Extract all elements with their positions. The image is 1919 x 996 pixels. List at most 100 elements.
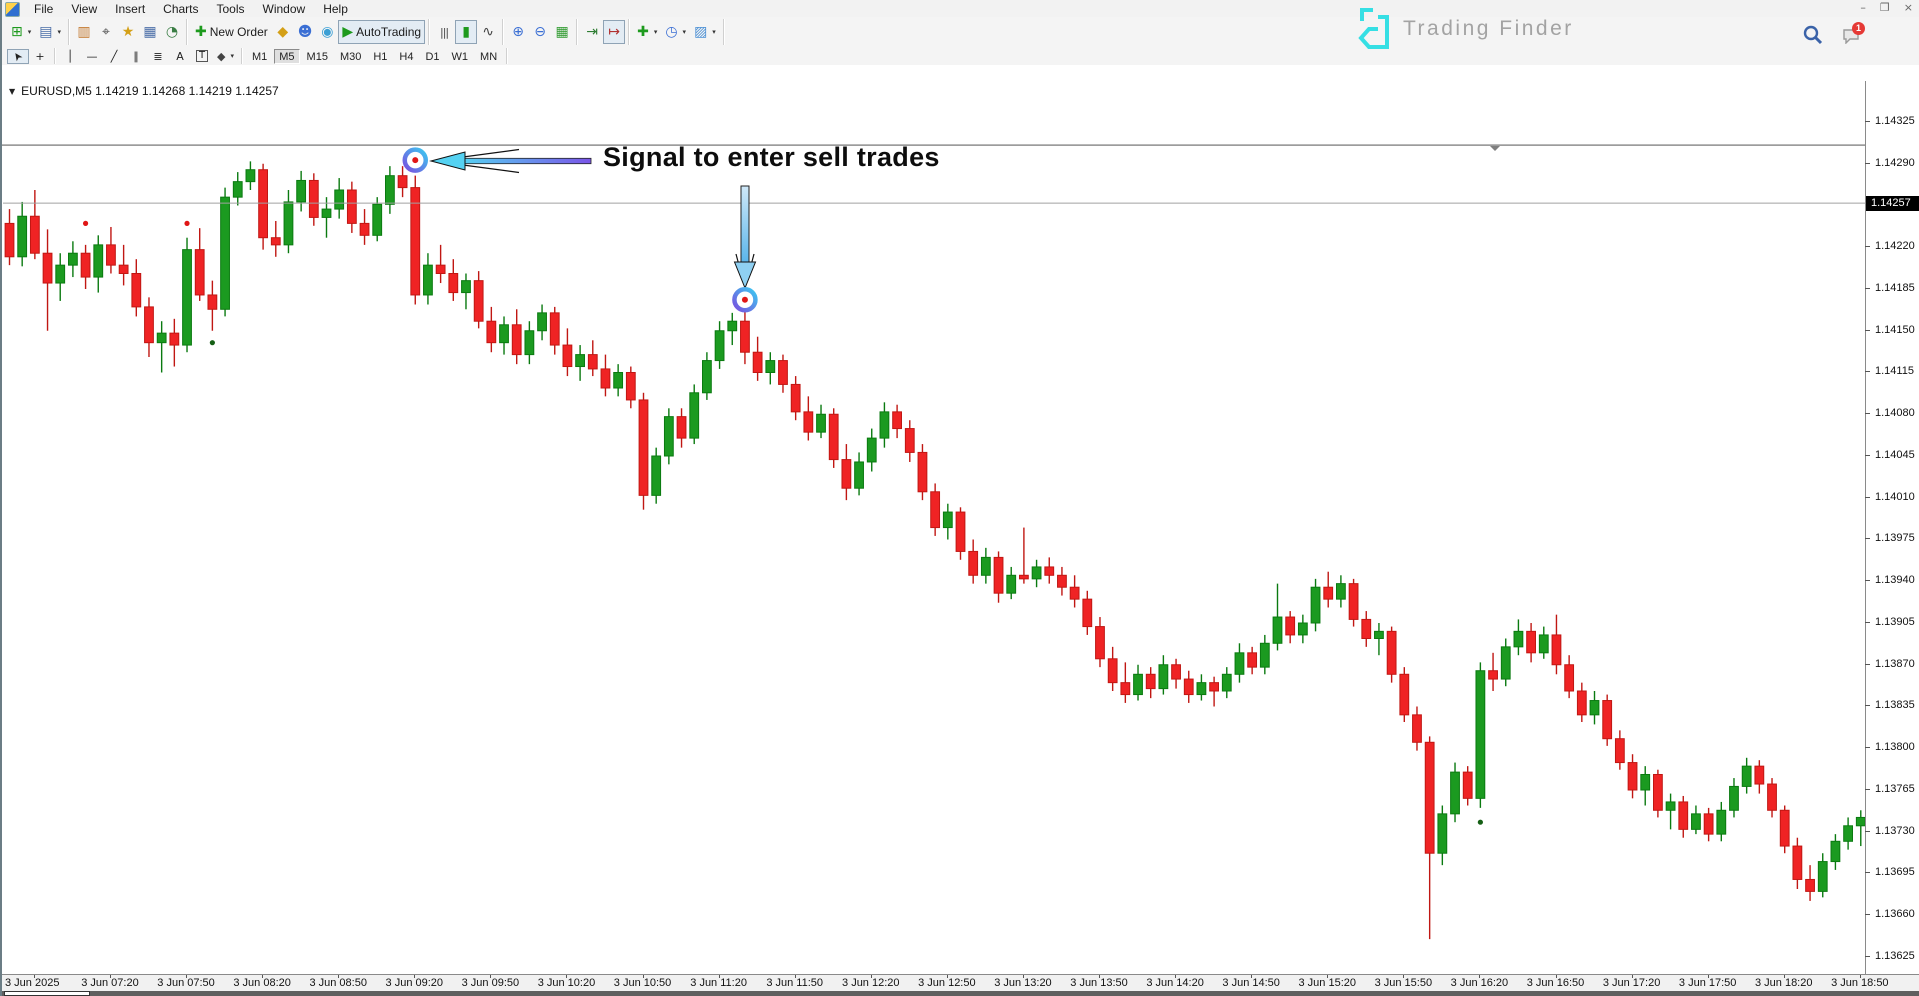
menu-view[interactable]: View bbox=[71, 1, 98, 16]
timeframe-m5[interactable]: M5 bbox=[274, 48, 300, 64]
toolbar-group: ⊕ ⊖ ▦ bbox=[504, 19, 578, 45]
chart-scrollbar-thumb[interactable] bbox=[4, 991, 90, 996]
templates-button[interactable]: ▨ ▾ bbox=[690, 20, 720, 44]
time-label: 3 Jun 12:20 bbox=[842, 977, 900, 989]
templates-icon: ▨ bbox=[694, 24, 708, 40]
price-label: 1.13660 bbox=[1865, 908, 1915, 921]
chart-shift-button[interactable]: ↦ bbox=[603, 20, 626, 44]
timeframe-m30[interactable]: M30 bbox=[335, 49, 366, 64]
toolbar-group: ▥ ⌖ ★ ▦ ◔ bbox=[70, 19, 187, 45]
indicators-icon: ✚ bbox=[637, 24, 649, 40]
zoom-in-button[interactable]: ⊕ bbox=[507, 20, 529, 44]
time-label: 3 Jun 10:50 bbox=[613, 977, 672, 989]
cursor-button[interactable]: ➤ bbox=[7, 48, 29, 64]
timeframe-h1[interactable]: H1 bbox=[368, 49, 392, 64]
window-splitter[interactable] bbox=[2, 144, 1919, 146]
cursor-icon: ➤ bbox=[10, 48, 26, 64]
time-axis[interactable]: 3 Jun 2025 3 Jun 07:20 3 Jun 07:50 3 Jun 08… bbox=[2, 974, 1919, 992]
time-tick bbox=[1707, 975, 1709, 978]
fibonacci-button[interactable]: ≣ bbox=[147, 49, 169, 64]
time-label: 3 Jun 09:50 bbox=[461, 977, 520, 989]
time-tick bbox=[1555, 975, 1557, 978]
new-chart-button[interactable]: ⊞ ▾ bbox=[7, 20, 35, 44]
terminal-button[interactable]: ▦ bbox=[139, 20, 161, 44]
candlestick-mode-icon: ▮ bbox=[462, 24, 470, 40]
price-label: 1.13905 bbox=[1865, 615, 1915, 628]
time-tick bbox=[1251, 975, 1253, 978]
time-label: 3 Jun 16:50 bbox=[1526, 977, 1585, 989]
time-label: 3 Jun 08:50 bbox=[309, 977, 367, 989]
strategy-tester-button[interactable]: ◔ bbox=[161, 20, 183, 44]
timeframe-m15[interactable]: M15 bbox=[302, 49, 333, 64]
autotrading-button[interactable]: ▶ AutoTrading bbox=[338, 20, 426, 44]
new-order-button[interactable]: ✚ New Order bbox=[191, 20, 272, 44]
mql5-community-button[interactable]: ☻ bbox=[294, 20, 317, 44]
candlestick-chart[interactable] bbox=[3, 81, 1865, 974]
line-chart-mode-button[interactable]: ∿ bbox=[477, 20, 499, 44]
annotation-text: Signal to enter sell trades bbox=[603, 142, 940, 172]
time-tick bbox=[1099, 975, 1101, 978]
timeframe-d1[interactable]: D1 bbox=[420, 49, 444, 64]
market-watch-button[interactable]: ▥ bbox=[73, 20, 95, 44]
price-label: 1.13835 bbox=[1865, 699, 1915, 712]
indicators-button[interactable]: ✚ ▾ bbox=[633, 20, 661, 44]
restore-button[interactable]: ❐ bbox=[1879, 1, 1890, 14]
trendline-button[interactable]: ╱ bbox=[103, 49, 125, 64]
toolbar-group: ⇥ ↦ bbox=[578, 19, 630, 45]
menu-help[interactable]: Help bbox=[323, 1, 348, 16]
horizontal-line-button[interactable]: — bbox=[81, 49, 103, 64]
new-order-icon: ✚ bbox=[195, 24, 207, 40]
periods-button[interactable]: ◷ ▾ bbox=[661, 20, 690, 44]
text-label-button[interactable]: T bbox=[191, 49, 213, 64]
navigator-button[interactable]: ★ bbox=[117, 20, 139, 44]
app-logo-icon bbox=[5, 1, 20, 17]
chevron-down-icon: ▾ bbox=[712, 28, 716, 36]
equidistant-channel-button[interactable]: ∥ bbox=[125, 49, 147, 64]
tile-windows-button[interactable]: ▦ bbox=[551, 20, 573, 44]
close-button[interactable]: × bbox=[1903, 1, 1913, 14]
time-label: 3 Jun 13:50 bbox=[1070, 977, 1128, 989]
line-chart-mode-icon: ∿ bbox=[482, 24, 494, 40]
menu-file[interactable]: File bbox=[34, 1, 54, 16]
new-chart-icon: ⊞ bbox=[11, 24, 23, 40]
signals-button[interactable]: ◉ bbox=[316, 20, 338, 44]
data-window-button[interactable]: ⌖ bbox=[95, 20, 117, 44]
minimize-button[interactable]: – bbox=[1860, 1, 1866, 14]
price-scale[interactable]: 1.14325 1.14290 1.14220 1.14185 1.14150 1.141… bbox=[1865, 81, 1919, 974]
chevron-down-icon: ▾ bbox=[27, 28, 32, 36]
auto-scroll-button[interactable]: ⇥ bbox=[581, 20, 603, 44]
time-tick bbox=[642, 975, 644, 978]
chat-icon[interactable]: 1 bbox=[1842, 22, 1865, 45]
text-button[interactable]: A bbox=[169, 49, 191, 64]
time-label: 3 Jun 08:20 bbox=[233, 977, 291, 989]
timeframe-h4[interactable]: H4 bbox=[394, 49, 418, 64]
zoom-out-button[interactable]: ⊖ bbox=[529, 20, 551, 44]
metaeditor-button[interactable]: ◆ bbox=[272, 20, 294, 44]
toolbar-group: ✚ ▾ ◷ ▾ ▨ ▾ bbox=[630, 19, 724, 45]
timeframe-w1[interactable]: W1 bbox=[447, 49, 474, 64]
timeframe-m1[interactable]: M1 bbox=[247, 49, 272, 64]
profiles-button[interactable]: ▤ ▾ bbox=[35, 20, 65, 44]
trendline-icon: ╱ bbox=[110, 49, 118, 63]
menu-tools[interactable]: Tools bbox=[216, 1, 245, 16]
search-icon[interactable] bbox=[1802, 24, 1824, 46]
price-label: 1.13730 bbox=[1865, 824, 1915, 837]
bar-chart-mode-icon: ||| bbox=[440, 25, 449, 39]
sell-signal-dot bbox=[184, 220, 190, 226]
chart-collapse-icon[interactable]: ▼ bbox=[9, 86, 16, 96]
timeframe-mn[interactable]: MN bbox=[475, 49, 502, 64]
sell-signal-dot bbox=[82, 220, 89, 226]
menu-charts[interactable]: Charts bbox=[163, 1, 199, 16]
time-tick bbox=[490, 975, 492, 978]
time-tick bbox=[870, 975, 872, 978]
time-label: 3 Jun 17:20 bbox=[1602, 977, 1661, 989]
arrows-tool-button[interactable]: ◆ ▾ bbox=[213, 49, 238, 64]
vertical-line-button[interactable]: │ bbox=[59, 49, 81, 64]
menu-window[interactable]: Window bbox=[262, 1, 306, 16]
menu-insert[interactable]: Insert bbox=[115, 1, 146, 16]
crosshair-button[interactable]: + bbox=[29, 49, 51, 64]
candlestick-mode-button[interactable]: ▮ bbox=[455, 20, 478, 44]
splitter-grip-icon[interactable] bbox=[1490, 146, 1500, 151]
chart-scrollbar[interactable] bbox=[2, 991, 1919, 996]
bar-chart-mode-button[interactable]: ||| bbox=[433, 20, 455, 44]
